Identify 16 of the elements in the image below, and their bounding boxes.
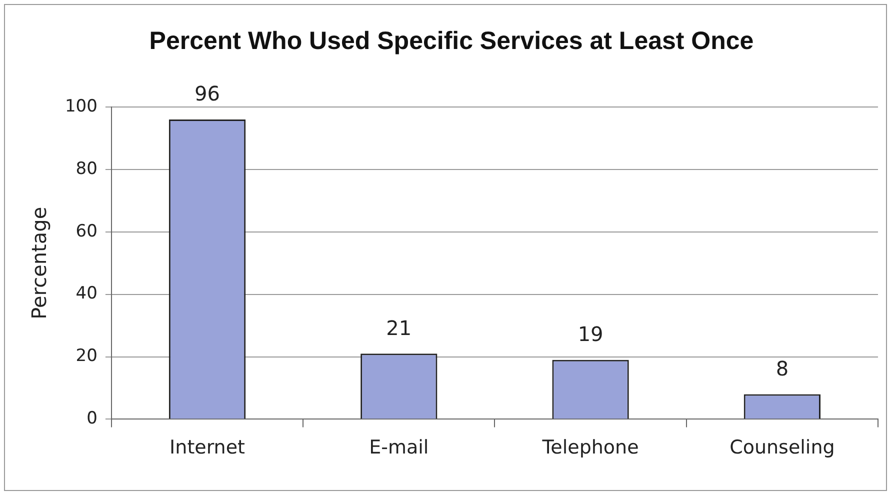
y-tick-label: 100 (64, 96, 98, 116)
y-tick-label: 40 (76, 284, 98, 304)
data-label: 19 (578, 322, 604, 346)
data-label: 8 (776, 356, 789, 380)
data-label: 96 (194, 82, 220, 106)
x-tick-label: Telephone (541, 436, 639, 459)
y-tick-label: 80 (76, 158, 98, 179)
data-label: 21 (386, 316, 412, 340)
x-tick-label: E-mail (369, 436, 429, 459)
y-tick-label: 60 (76, 221, 98, 242)
x-tick-label: Counseling (730, 436, 835, 459)
y-tick-label: 20 (76, 346, 98, 366)
chart-title: Percent Who Used Specific Services at Least Once (149, 26, 754, 55)
y-tick-label: 0 (86, 408, 98, 429)
y-axis-title: Percentage (27, 206, 52, 320)
x-tick-label: Internet (170, 436, 245, 459)
